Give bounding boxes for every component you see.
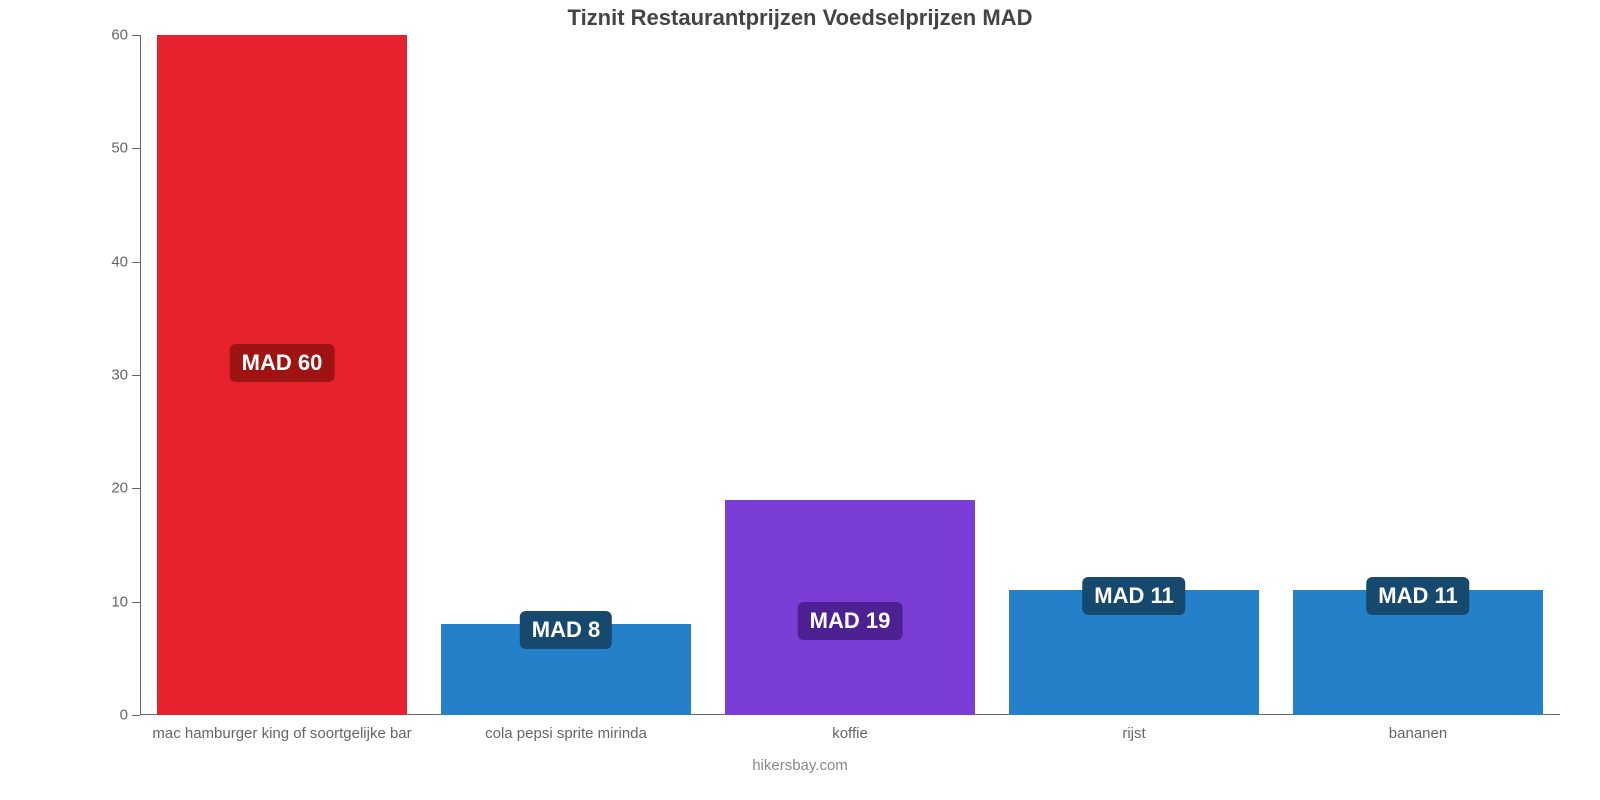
y-axis-tick-label: 60 <box>111 27 140 44</box>
x-axis-tick-label: bananen <box>1389 715 1447 742</box>
x-axis-tick-label: cola pepsi sprite mirinda <box>485 715 647 742</box>
attribution-text: hikersbay.com <box>0 757 1600 774</box>
y-axis-tick-label: 30 <box>111 367 140 384</box>
y-axis-tick-label: 20 <box>111 480 140 497</box>
bar-value-badge: MAD 19 <box>798 602 903 640</box>
y-axis-tick-label: 10 <box>111 593 140 610</box>
bar-value-badge: MAD 11 <box>1366 577 1469 615</box>
bar-value-badge: MAD 60 <box>230 344 335 382</box>
y-axis-tick-label: 40 <box>111 253 140 270</box>
y-axis-line <box>140 35 141 715</box>
x-axis-tick-label: mac hamburger king of soortgelijke bar <box>152 715 411 742</box>
x-axis-tick-label: koffie <box>832 715 868 742</box>
chart-title: Tiznit Restaurantprijzen Voedselprijzen … <box>0 5 1600 31</box>
y-axis-tick-label: 50 <box>111 140 140 157</box>
chart-container: Tiznit Restaurantprijzen Voedselprijzen … <box>0 0 1600 800</box>
x-axis-tick-label: rijst <box>1122 715 1145 742</box>
bar-value-badge: MAD 8 <box>520 611 612 649</box>
plot-area: 0102030405060MAD 60mac hamburger king of… <box>140 35 1560 715</box>
bar-value-badge: MAD 11 <box>1082 577 1185 615</box>
y-axis-tick-label: 0 <box>120 707 140 724</box>
